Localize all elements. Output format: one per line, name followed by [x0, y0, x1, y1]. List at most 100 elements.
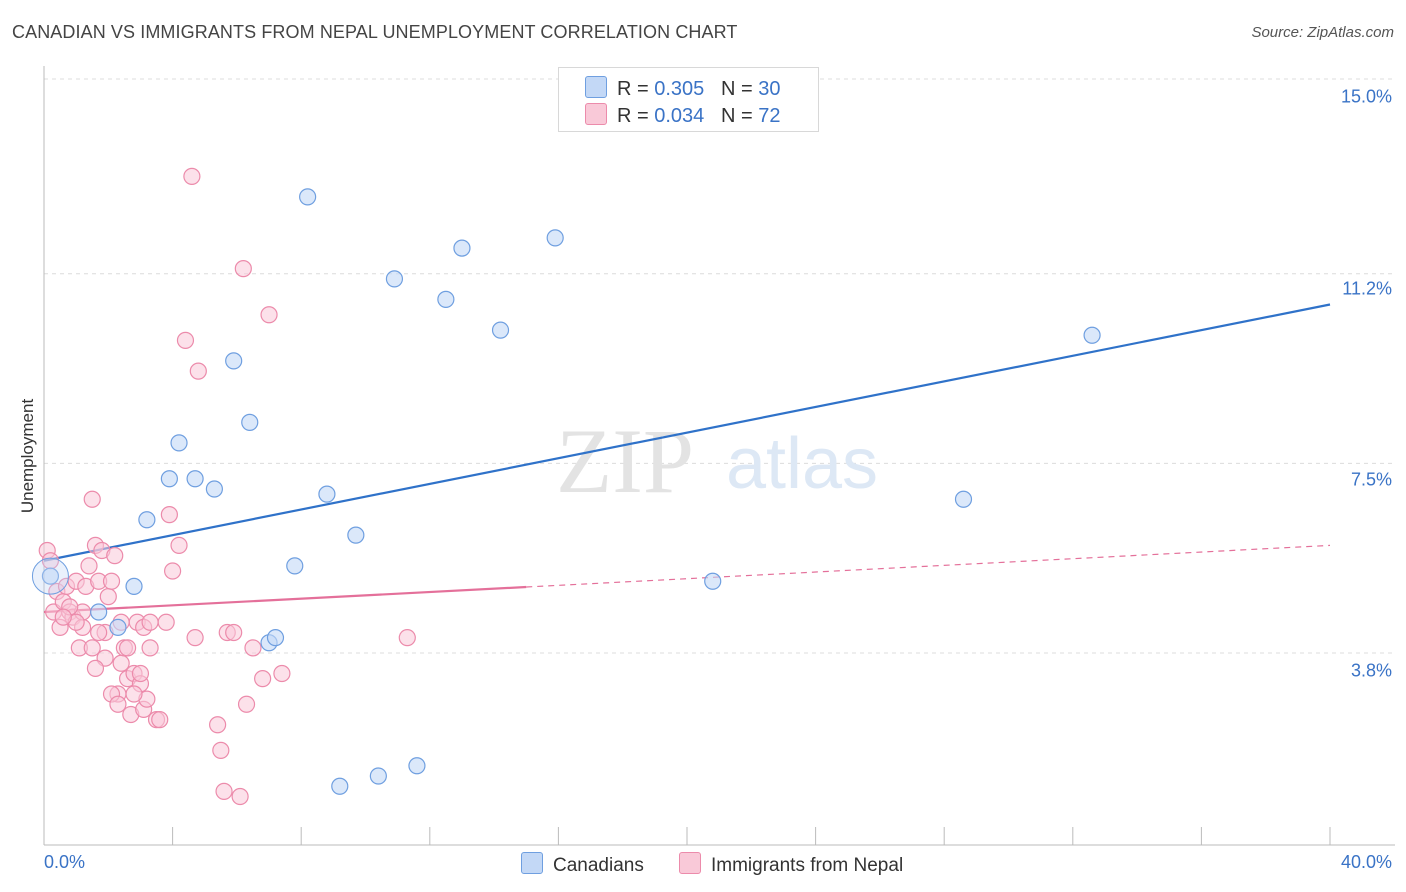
data-point-canadians — [138, 511, 156, 529]
data-point-nepal — [164, 562, 182, 580]
data-point-nepal — [273, 664, 291, 683]
data-point-nepal — [170, 536, 188, 554]
data-point-nepal — [83, 639, 101, 657]
data-point-nepal — [186, 629, 204, 647]
data-point-nepal — [141, 613, 159, 631]
data-point-nepal — [237, 695, 256, 713]
data-point-canadians — [160, 470, 178, 488]
x-tick-label-max: 40.0% — [1340, 852, 1392, 872]
data-point-canadians — [546, 229, 564, 247]
data-point-nepal — [118, 639, 137, 657]
data-point-nepal — [215, 782, 233, 800]
legend-row-canadians: R = 0.305 N = 30 — [585, 76, 780, 100]
data-point-canadians — [186, 470, 204, 488]
data-point-nepal — [225, 623, 243, 642]
data-point-nepal — [234, 260, 252, 278]
series-canadians — [31, 188, 1101, 795]
data-point-canadians — [225, 352, 243, 370]
bottom-legend-nepal: Immigrants from Nepal — [679, 852, 903, 877]
data-point-nepal — [398, 629, 416, 647]
data-point-canadians — [437, 290, 455, 308]
legend-n-value: 72 — [758, 105, 781, 127]
y-tick-label: 15.0% — [1340, 86, 1392, 107]
data-point-nepal — [212, 741, 230, 759]
watermark-zip: ZIP — [556, 410, 694, 512]
data-point-canadians — [347, 526, 365, 544]
source-label: Source: ZipAtlas.com — [1251, 24, 1394, 41]
data-point-canadians — [109, 618, 127, 636]
data-point-canadians — [1083, 326, 1101, 344]
bottom-legend-swatch-canadians — [521, 852, 543, 874]
y-tick-label: 3.8% — [1350, 660, 1392, 681]
data-point-nepal — [106, 547, 124, 565]
bottom-legend-swatch-nepal — [679, 852, 701, 874]
data-point-nepal — [244, 639, 262, 657]
y-tick-label: 7.5% — [1350, 469, 1392, 490]
data-point-canadians — [299, 188, 317, 206]
bottom-legend-label-nepal: Immigrants from Nepal — [711, 855, 904, 876]
data-point-nepal — [183, 167, 201, 185]
data-point-canadians — [125, 577, 143, 595]
data-point-canadians-large — [31, 557, 69, 595]
data-point-canadians — [453, 239, 471, 257]
data-point-nepal — [109, 695, 127, 713]
data-point-nepal — [160, 506, 178, 524]
trendline-nepal — [43, 585, 527, 614]
data-point-nepal — [83, 490, 101, 508]
data-point-nepal — [176, 331, 195, 349]
data-point-canadians — [241, 413, 259, 431]
data-point-canadians — [369, 767, 387, 785]
data-point-nepal — [102, 572, 121, 590]
data-point-canadians — [41, 567, 60, 585]
x-tick-label-min: 0.0% — [44, 852, 86, 872]
grid-lines — [44, 78, 1395, 654]
data-point-nepal — [231, 787, 249, 806]
data-point-nepal — [209, 716, 227, 734]
legend-r-value: 0.034 — [654, 105, 705, 127]
data-point-nepal — [151, 711, 169, 729]
data-point-canadians — [954, 490, 973, 508]
legend-swatch-nepal — [585, 103, 607, 125]
data-point-nepal — [86, 659, 105, 677]
legend-r-label: R = — [617, 78, 655, 100]
legend-n-label: N = — [720, 105, 759, 127]
data-point-canadians — [331, 777, 349, 795]
legend-row-nepal: R = 0.034 N = 72 — [585, 103, 780, 127]
data-point-canadians — [491, 321, 510, 339]
data-point-nepal — [125, 685, 143, 703]
data-point-nepal — [112, 654, 130, 672]
data-point-canadians — [408, 757, 426, 775]
trendline-canadians — [43, 303, 1331, 562]
watermark-atlas: atlas — [726, 424, 878, 504]
legend-r-label: R = — [617, 105, 655, 127]
legend-box: R = 0.305 N = 30 R = 0.034 N = 72 — [558, 67, 819, 132]
data-point-nepal — [157, 613, 175, 631]
y-tick-label: 11.2% — [1342, 278, 1392, 299]
data-point-nepal — [90, 623, 108, 642]
data-point-canadians — [266, 629, 285, 647]
axes — [43, 66, 1395, 846]
bottom-legend-label-canadians: Canadians — [553, 855, 644, 876]
data-point-nepal — [260, 306, 278, 324]
trendlines — [43, 303, 1331, 614]
legend-r-value: 0.305 — [654, 78, 705, 100]
data-point-nepal — [254, 670, 272, 688]
data-point-canadians — [385, 270, 404, 288]
trendline-nepal-extension — [526, 544, 1331, 588]
chart-title: CANADIAN VS IMMIGRANTS FROM NEPAL UNEMPL… — [12, 22, 738, 42]
data-point-canadians — [90, 603, 108, 621]
data-point-nepal — [99, 588, 117, 606]
data-point-nepal — [189, 362, 207, 380]
data-point-canadians — [170, 434, 188, 452]
data-point-nepal — [54, 608, 72, 626]
series-nepal — [38, 167, 416, 806]
data-point-nepal — [141, 639, 159, 657]
data-point-nepal — [131, 664, 150, 683]
data-point-canadians — [286, 557, 304, 575]
legend-n-label: N = — [720, 78, 759, 100]
data-point-canadians — [318, 485, 336, 503]
data-point-nepal — [80, 557, 98, 575]
bottom-legend-canadians: Canadians — [521, 852, 644, 877]
legend-swatch-canadians — [585, 76, 607, 98]
